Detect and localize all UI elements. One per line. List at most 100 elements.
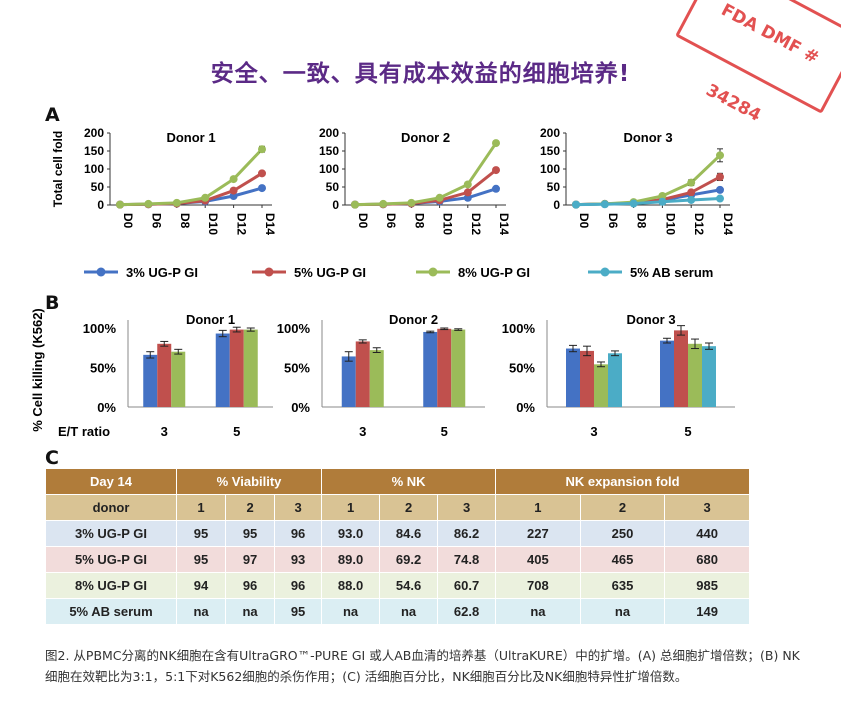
table-cell: 96 xyxy=(225,572,276,599)
series-line xyxy=(354,142,498,207)
chart-title: Donor 2 xyxy=(401,130,450,145)
data-point xyxy=(116,200,124,209)
figure-caption: 图2. 从PBMC分离的NK细胞在含有UltraGRO™-PURE GI 或人A… xyxy=(45,648,800,684)
y-tick-label: 50 xyxy=(326,180,340,194)
y-tick-label: 200 xyxy=(319,126,339,140)
legend-label: 3% UG-P GI xyxy=(126,265,198,280)
x-tick-label: 3 xyxy=(590,424,597,439)
table-row: 5% AB serum na na 95 na na 62.8 na na 14… xyxy=(45,598,750,625)
table-header-cell: % NK xyxy=(321,468,497,495)
bar xyxy=(157,343,172,407)
bar xyxy=(171,351,186,407)
x-tick-label: 5 xyxy=(441,424,448,439)
data-point xyxy=(351,200,359,209)
data-point xyxy=(463,188,472,197)
data-point xyxy=(716,185,724,194)
y-tick-label: 150 xyxy=(84,144,104,158)
x-tick-label: D8 xyxy=(178,213,192,229)
data-point xyxy=(144,199,153,208)
bar xyxy=(437,328,452,407)
legend-label: 8% UG-P GI xyxy=(458,265,530,280)
x-tick-label: D10 xyxy=(206,213,220,235)
x-tick-label: D10 xyxy=(663,213,677,235)
x-tick-label: 5 xyxy=(684,424,691,439)
data-point xyxy=(229,186,238,195)
bar xyxy=(580,350,594,407)
table-cell: 149 xyxy=(664,598,750,625)
legend-marker xyxy=(428,267,438,277)
y-tick-label: 0% xyxy=(516,400,535,415)
bar xyxy=(608,353,622,407)
bar xyxy=(674,330,688,407)
table-subheader-row: donor 1 2 3 1 2 3 1 2 3 xyxy=(45,494,750,521)
table-cell: na xyxy=(379,598,439,625)
panel-label-c: C xyxy=(45,447,59,469)
chart-title: Donor 3 xyxy=(623,130,672,145)
bar xyxy=(702,346,716,407)
data-point xyxy=(435,193,444,202)
legend-marker xyxy=(96,267,106,277)
table-subheader-cell: 3 xyxy=(437,494,497,521)
y-tick-label: 200 xyxy=(84,126,104,140)
table-header-cell: Day 14 xyxy=(45,468,177,495)
panel-label-a: A xyxy=(45,104,60,126)
y-tick-label: 100 xyxy=(540,162,560,176)
x-tick-label: D12 xyxy=(692,213,706,235)
x-tick-label: D8 xyxy=(635,213,649,229)
table-cell: 95 xyxy=(274,598,323,625)
y-tick-label: 50 xyxy=(547,180,561,194)
table-cell: na xyxy=(321,598,381,625)
table-cell: 97 xyxy=(225,546,276,573)
data-point xyxy=(492,139,500,148)
x-tick-label: D10 xyxy=(441,213,455,235)
data-point xyxy=(407,198,416,207)
table-cell: na xyxy=(579,598,666,625)
data-point xyxy=(687,188,696,197)
table-cell: 84.6 xyxy=(379,520,439,547)
table-subheader-cell: 2 xyxy=(225,494,276,521)
table-subheader-cell: 3 xyxy=(664,494,750,521)
y-tick-label: 100 xyxy=(84,162,104,176)
bar xyxy=(143,354,158,407)
x-tick-label: 3 xyxy=(359,424,366,439)
data-point xyxy=(716,172,724,181)
table-subheader-cell: 3 xyxy=(274,494,323,521)
table-cell: 405 xyxy=(495,546,581,573)
x-tick-label: D14 xyxy=(497,213,511,235)
table-cell: 708 xyxy=(495,572,581,599)
bar xyxy=(594,364,608,407)
y-tick-label: 50% xyxy=(284,361,310,376)
data-point xyxy=(492,184,500,193)
x-tick-label: D6 xyxy=(606,213,620,229)
data-point xyxy=(658,192,667,200)
table-cell: 635 xyxy=(579,572,666,599)
table-cell: 62.8 xyxy=(437,598,497,625)
data-point xyxy=(492,166,500,175)
data-point xyxy=(201,193,210,202)
table-cell: 227 xyxy=(495,520,581,547)
table-cell: 985 xyxy=(664,572,750,599)
table-cell: 96 xyxy=(274,572,323,599)
bar xyxy=(355,341,370,407)
table-cell: 93 xyxy=(274,546,323,573)
x-tick-label: D6 xyxy=(149,213,163,229)
data-point xyxy=(229,175,238,184)
table-cell: 54.6 xyxy=(379,572,439,599)
chart-title: Donor 1 xyxy=(186,312,235,327)
chart-title: Donor 3 xyxy=(626,312,675,327)
bar xyxy=(688,343,702,407)
data-point xyxy=(629,199,638,208)
x-tick-label: D0 xyxy=(121,213,135,229)
table-cell: 465 xyxy=(579,546,666,573)
table-cell: 74.8 xyxy=(437,546,497,573)
y-tick-label: 100% xyxy=(277,321,311,336)
bar xyxy=(423,331,438,407)
legend-label: 5% AB serum xyxy=(630,265,713,280)
table-header-cell: NK expansion fold xyxy=(495,468,750,495)
data-point xyxy=(600,200,609,209)
table-subheader-cell: 1 xyxy=(321,494,381,521)
bar xyxy=(660,340,674,407)
bar xyxy=(451,329,466,407)
row-label: 5% UG-P GI xyxy=(45,546,177,573)
